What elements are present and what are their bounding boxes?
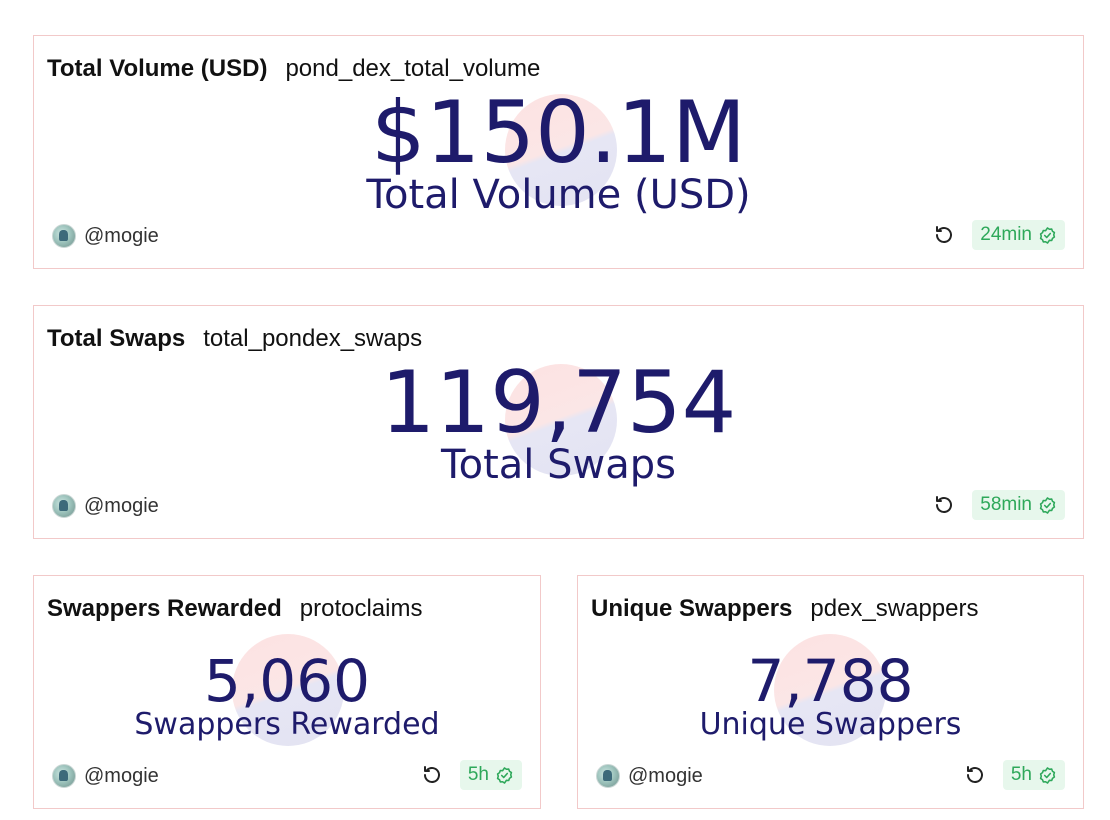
refresh-icon[interactable] <box>932 493 956 517</box>
refresh-age-badge: 24min <box>972 220 1065 250</box>
refresh-icon[interactable] <box>932 223 956 247</box>
counter-label: Unique Swappers <box>699 707 962 742</box>
counter-value: 119,754 <box>380 353 737 453</box>
check-circle-icon <box>1039 766 1056 784</box>
avatar <box>596 764 620 788</box>
refresh-age-badge: 5h <box>459 760 522 790</box>
refresh-age-badge: 5h <box>1002 760 1065 790</box>
refresh-age-text: 24min <box>980 224 1032 245</box>
refresh-icon[interactable] <box>963 763 987 787</box>
watermark-logo <box>774 634 886 746</box>
counter-display: $150.1M Total Volume (USD) <box>34 88 1083 218</box>
author-link[interactable]: @mogie <box>52 764 159 788</box>
counter-label: Swappers Rewarded <box>134 707 440 742</box>
check-circle-icon <box>496 766 513 784</box>
watermark-logo <box>505 94 617 206</box>
counter-card-total-swaps[interactable]: Total Swaps total_pondex_swaps 119,754 To… <box>33 305 1084 539</box>
author-link[interactable]: @mogie <box>52 494 159 518</box>
counter-display: 119,754 Total Swaps <box>34 358 1083 488</box>
card-header: Total Volume (USD) pond_dex_total_volume <box>47 54 540 84</box>
check-circle-icon <box>1039 226 1056 244</box>
card-meta: 58min <box>932 490 1065 520</box>
author-name: @mogie <box>628 764 703 787</box>
refresh-icon[interactable] <box>420 763 444 787</box>
watermark-logo <box>505 364 617 476</box>
card-header: Swappers Rewarded protoclaims <box>47 594 422 624</box>
counter-value: 5,060 <box>203 647 371 715</box>
author-name: @mogie <box>84 224 159 247</box>
card-query-name[interactable]: total_pondex_swaps <box>203 325 423 352</box>
refresh-age-text: 5h <box>467 764 489 785</box>
card-title[interactable]: Unique Swappers <box>591 595 793 622</box>
refresh-age-text: 58min <box>980 494 1032 515</box>
counter-value: 7,788 <box>747 647 914 715</box>
refresh-age-badge: 58min <box>972 490 1065 520</box>
card-query-name[interactable]: pond_dex_total_volume <box>285 55 541 82</box>
card-meta: 24min <box>932 220 1065 250</box>
card-title[interactable]: Total Swaps <box>47 325 186 352</box>
counter-display: 5,060 Swappers Rewarded <box>34 650 540 742</box>
card-meta: 5h <box>963 760 1065 790</box>
author-name: @mogie <box>84 764 159 787</box>
refresh-age-text: 5h <box>1010 764 1032 785</box>
counter-card-total-volume[interactable]: Total Volume (USD) pond_dex_total_volume … <box>33 35 1084 269</box>
avatar <box>52 494 76 518</box>
card-title[interactable]: Swappers Rewarded <box>47 595 282 622</box>
avatar <box>52 224 76 248</box>
counter-card-swappers-rewarded[interactable]: Swappers Rewarded protoclaims 5,060 Swapp… <box>33 575 541 809</box>
counter-value: $150.1M <box>370 83 747 183</box>
counter-label: Total Volume (USD) <box>366 172 751 218</box>
card-header: Total Swaps total_pondex_swaps <box>47 324 422 354</box>
author-link[interactable]: @mogie <box>52 224 159 248</box>
author-link[interactable]: @mogie <box>596 764 703 788</box>
watermark-logo <box>232 634 344 746</box>
card-header: Unique Swappers pdex_swappers <box>591 594 978 624</box>
card-query-name[interactable]: protoclaims <box>299 595 423 622</box>
check-circle-icon <box>1039 496 1056 514</box>
author-name: @mogie <box>84 494 159 517</box>
card-meta: 5h <box>420 760 522 790</box>
avatar <box>52 764 76 788</box>
card-query-name[interactable]: pdex_swappers <box>810 595 979 622</box>
card-title[interactable]: Total Volume (USD) <box>47 55 268 82</box>
counter-display: 7,788 Unique Swappers <box>578 650 1083 742</box>
counter-card-unique-swappers[interactable]: Unique Swappers pdex_swappers 7,788 Uniqu… <box>577 575 1084 809</box>
counter-label: Total Swaps <box>441 442 676 488</box>
